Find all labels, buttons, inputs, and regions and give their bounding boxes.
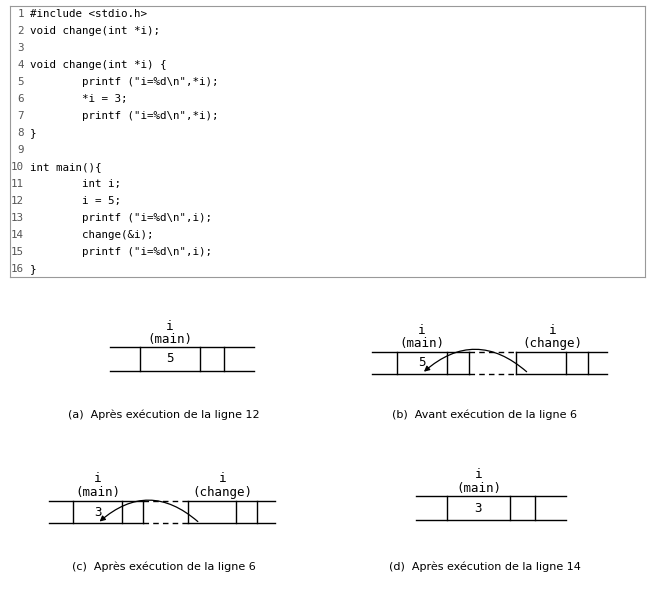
Text: 9: 9	[17, 145, 24, 155]
Text: 11: 11	[10, 179, 24, 189]
FancyArrowPatch shape	[425, 349, 527, 372]
Text: 15: 15	[10, 247, 24, 257]
Text: 7: 7	[17, 111, 24, 121]
Text: (main): (main)	[75, 486, 120, 499]
Text: 3: 3	[17, 44, 24, 53]
Text: int main(){: int main(){	[30, 162, 102, 172]
Text: i = 5;: i = 5;	[30, 196, 121, 206]
Text: printf ("i=%d\n",i);: printf ("i=%d\n",i);	[30, 247, 212, 257]
Text: (main): (main)	[147, 333, 193, 346]
Text: i: i	[94, 473, 102, 485]
Text: 14: 14	[10, 230, 24, 240]
Text: i: i	[219, 473, 226, 485]
Text: 16: 16	[10, 263, 24, 274]
Text: 4: 4	[17, 60, 24, 70]
Text: int i;: int i;	[30, 179, 121, 189]
Text: 12: 12	[10, 196, 24, 206]
Text: 8: 8	[17, 128, 24, 138]
Text: printf ("i=%d\n",*i);: printf ("i=%d\n",*i);	[30, 111, 219, 121]
Text: 6: 6	[17, 94, 24, 104]
Text: 3: 3	[475, 502, 482, 515]
Text: #include <stdio.h>: #include <stdio.h>	[30, 10, 147, 20]
Text: }: }	[30, 263, 37, 274]
Text: (main): (main)	[456, 482, 501, 495]
Text: 1: 1	[17, 10, 24, 20]
Text: i: i	[475, 468, 482, 481]
Text: 13: 13	[10, 213, 24, 223]
Text: void change(int *i);: void change(int *i);	[30, 26, 160, 36]
Text: (d)  Après exécution de la ligne 14: (d) Après exécution de la ligne 14	[389, 561, 580, 572]
Text: i: i	[548, 324, 556, 337]
Text: (change): (change)	[193, 486, 253, 499]
Text: printf ("i=%d\n",i);: printf ("i=%d\n",i);	[30, 213, 212, 223]
Text: change(&i);: change(&i);	[30, 230, 154, 240]
Text: (main): (main)	[400, 337, 444, 350]
Text: 5: 5	[166, 352, 174, 365]
Text: 5: 5	[17, 77, 24, 87]
FancyArrowPatch shape	[101, 500, 198, 522]
Text: 3: 3	[94, 505, 102, 519]
Text: *i = 3;: *i = 3;	[30, 94, 128, 104]
Text: (c)  Après exécution de la ligne 6: (c) Après exécution de la ligne 6	[72, 561, 255, 572]
Text: (a)  Après exécution de la ligne 12: (a) Après exécution de la ligne 12	[68, 410, 259, 420]
Text: 5: 5	[418, 356, 426, 369]
Text: printf ("i=%d\n",*i);: printf ("i=%d\n",*i);	[30, 77, 219, 87]
Text: }: }	[30, 128, 37, 138]
Text: void change(int *i) {: void change(int *i) {	[30, 60, 166, 70]
Text: (change): (change)	[522, 337, 582, 350]
Text: 10: 10	[10, 162, 24, 172]
Text: (b)  Avant exécution de la ligne 6: (b) Avant exécution de la ligne 6	[392, 410, 577, 420]
Text: 2: 2	[17, 26, 24, 36]
Text: i: i	[418, 324, 426, 337]
Text: i: i	[166, 319, 174, 333]
